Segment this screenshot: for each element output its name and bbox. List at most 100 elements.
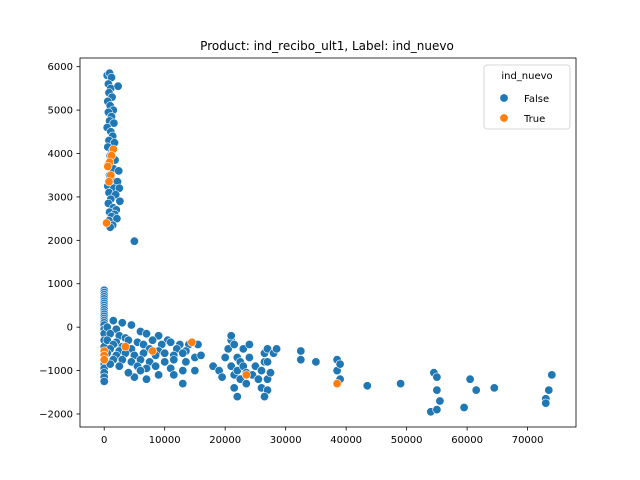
data-point [104,177,114,187]
data-point [123,368,133,378]
data-point [332,379,342,389]
data-point [208,361,218,371]
data-point [396,379,406,389]
data-point [465,374,475,384]
data-point [148,346,158,356]
data-point [241,370,251,380]
data-point [489,383,499,393]
legend: ind_nuevo False True [483,64,571,130]
data-point [166,337,176,347]
data-point [99,355,109,365]
data-point [296,355,306,365]
y-tick-label: 3000 [48,192,73,203]
points-layer [99,68,557,417]
data-point [541,398,551,408]
data-point [178,379,188,389]
legend-label-true: True [523,114,545,125]
data-point [102,218,112,228]
data-point [265,368,275,378]
data-point [229,339,239,349]
data-point [136,366,146,376]
data-point [238,344,248,354]
data-point [99,376,109,386]
data-point [471,385,481,395]
data-point [226,361,236,371]
data-point [244,352,254,362]
data-point [178,348,188,358]
y-tick-label: 6000 [48,62,73,73]
axes-layer: 0 10000 20000 30000 40000 50000 60000 70000−200… [39,57,577,446]
data-point [262,357,272,367]
data-point [220,352,230,362]
x-tick-label: 40000 [330,435,362,446]
data-point [241,379,251,389]
data-point [114,166,124,176]
data-point [160,348,170,358]
y-tick-label: 2000 [48,236,73,247]
axes-frame [79,57,577,428]
data-point [126,320,136,330]
data-point [160,357,170,367]
y-tick-label: 0 [67,323,73,334]
data-point [256,366,266,376]
data-point [459,402,469,412]
data-point [169,355,179,365]
data-point [232,392,242,402]
data-point [296,346,306,356]
y-tick-label: 1000 [48,279,73,290]
data-point [229,383,239,393]
x-tick-label: 0 [101,435,107,446]
data-point [335,359,345,369]
data-point [120,342,130,352]
data-point [139,339,149,349]
x-tick-label: 50000 [391,435,423,446]
data-point [129,372,139,382]
series-true [99,144,342,389]
legend-box [483,64,571,130]
data-point [115,196,125,206]
data-point [178,366,188,376]
y-tick-label: −2000 [39,409,73,420]
data-point [113,81,123,91]
series-false [99,68,557,417]
data-point [181,357,191,367]
data-point [151,361,161,371]
data-point [142,329,152,339]
legend-marker-true [499,113,509,123]
x-tick-label: 30000 [270,435,302,446]
data-point [114,361,124,371]
data-point [103,162,113,172]
data-point [432,405,442,415]
data-point [259,392,269,402]
y-tick-label: 5000 [48,106,73,117]
data-point [117,318,127,328]
data-point [244,339,254,349]
data-point [435,396,445,406]
data-point [432,385,442,395]
data-point [105,359,115,369]
x-tick-label: 60000 [451,435,483,446]
x-tick-label: 10000 [149,435,181,446]
data-point [232,366,242,376]
x-tick-label: 70000 [512,435,544,446]
data-point [154,370,164,380]
data-point [109,118,119,128]
data-point [432,372,442,382]
x-tick-label: 20000 [209,435,241,446]
data-point [154,331,164,341]
y-tick-label: −1000 [39,366,73,377]
data-point [250,361,260,371]
data-point [169,370,179,380]
data-point [226,331,236,341]
data-point [223,344,233,354]
data-point [129,236,139,246]
data-point [126,357,136,367]
data-point [217,372,227,382]
legend-marker-false [499,93,509,103]
legend-title: ind_nuevo [501,71,552,82]
data-point [311,357,321,367]
chart-title: Product: ind_recibo_ult1, Label: ind_nue… [200,39,454,53]
data-point [102,335,112,345]
data-point [196,350,206,360]
